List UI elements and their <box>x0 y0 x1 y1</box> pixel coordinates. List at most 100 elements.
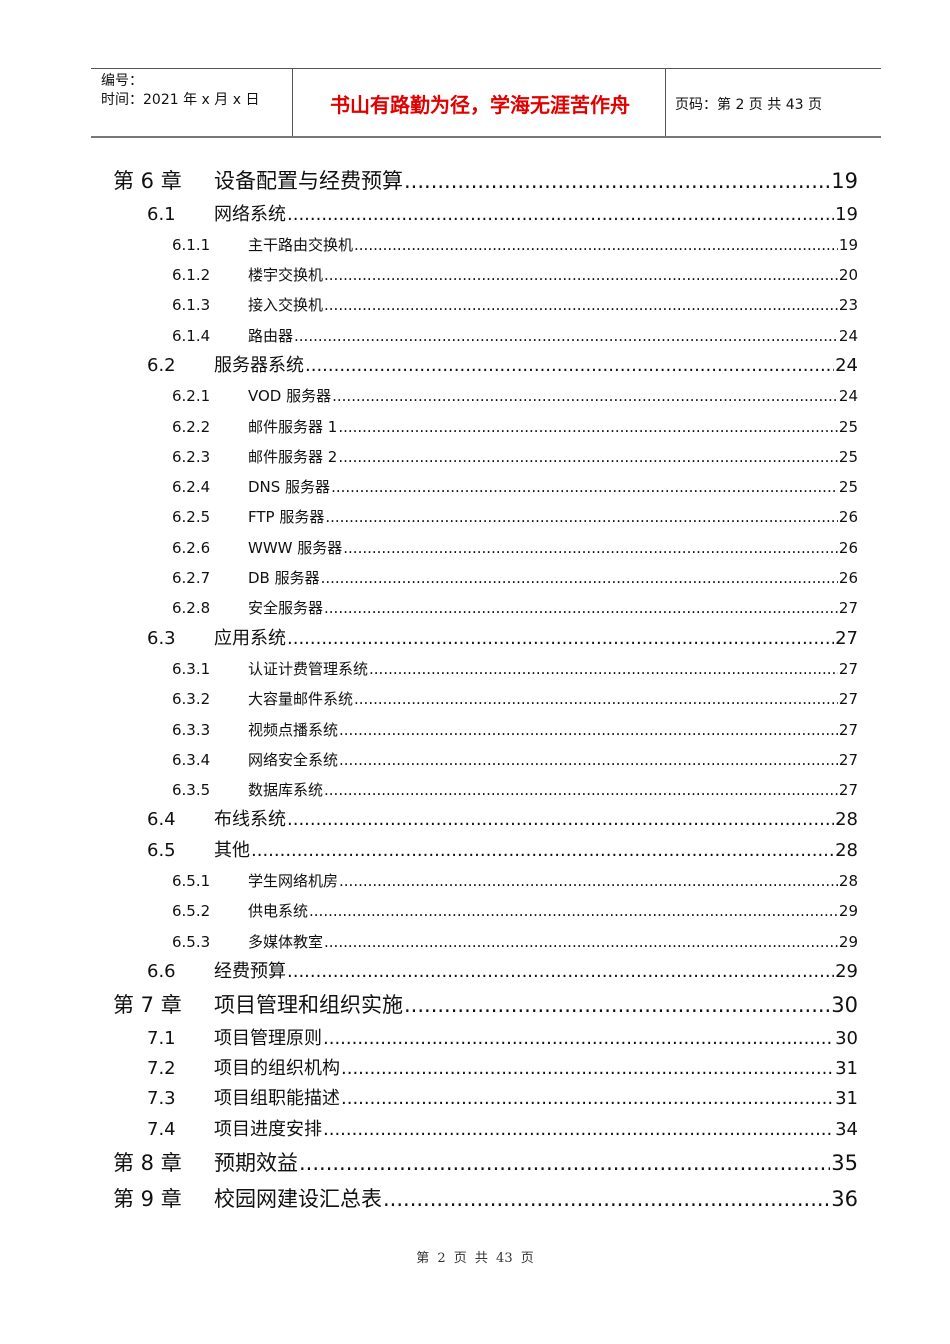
toc-entry[interactable]: 6.3.1 认证计费管理系统 27 <box>0 654 950 684</box>
toc-leader-dots <box>369 654 838 684</box>
toc-entry[interactable]: 6.1.3 接入交换机 23 <box>0 290 950 320</box>
toc-entry[interactable]: 第 8 章 预期效益 35 <box>0 1145 950 1182</box>
toc-entry[interactable]: 7.1 项目管理原则 30 <box>0 1024 950 1054</box>
toc-leader-dots <box>309 896 838 926</box>
toc-number: 6.1.2 <box>172 266 211 285</box>
toc-number: 6.3 <box>147 627 176 649</box>
toc-page-number: 27 <box>838 781 858 800</box>
toc-page-number: 26 <box>838 569 858 588</box>
toc-number: 第 7 章 <box>113 993 182 1018</box>
toc-number: 6.2.7 <box>172 569 211 588</box>
toc-title: 主干路由交换机 <box>248 235 354 254</box>
toc-leader-dots <box>404 987 830 1024</box>
toc-title: FTP 服务器 <box>248 508 325 527</box>
toc-number: 6.5 <box>147 839 176 861</box>
toc-leader-dots <box>339 715 838 745</box>
toc-title: 项目的组织机构 <box>214 1058 340 1080</box>
toc-entry[interactable]: 6.6 经费预算 29 <box>0 957 950 987</box>
toc-entry[interactable]: 6.5.2 供电系统 29 <box>0 896 950 926</box>
toc-leader-dots <box>331 472 838 502</box>
toc-entry[interactable]: 6.2.5 FTP 服务器 26 <box>0 502 950 532</box>
toc-number: 6.2.8 <box>172 599 211 618</box>
header-divider <box>292 69 293 136</box>
toc-leader-dots <box>383 1181 830 1218</box>
toc-entry[interactable]: 6.2.4 DNS 服务器 25 <box>0 472 950 502</box>
toc-title: 接入交换机 <box>248 296 324 315</box>
page-header: 编号： 时间：2021 年 x 月 x 日 书山有路勤为径，学海无涯苦作舟 页码… <box>91 68 881 138</box>
toc-leader-dots <box>354 684 838 714</box>
toc-entry[interactable]: 6.1 网络系统 19 <box>0 200 950 230</box>
toc-title: 网络安全系统 <box>248 750 339 769</box>
number-label: 编号： <box>101 73 143 89</box>
toc-title: 其他 <box>214 839 250 861</box>
toc-leader-dots <box>324 927 838 957</box>
toc-entry[interactable]: 7.2 项目的组织机构 31 <box>0 1054 950 1084</box>
toc-number: 6.2.1 <box>172 387 211 406</box>
toc-entry[interactable]: 7.4 项目进度安排 34 <box>0 1115 950 1145</box>
toc-entry[interactable]: 6.2.7 DB 服务器 26 <box>0 563 950 593</box>
toc-entry[interactable]: 6.1.2 楼宇交换机 20 <box>0 260 950 290</box>
toc-title: 安全服务器 <box>248 599 324 618</box>
toc-page-number: 27 <box>838 659 858 678</box>
toc-entry[interactable]: 第 9 章 校园网建设汇总表 36 <box>0 1181 950 1218</box>
toc-page-number: 28 <box>835 809 858 831</box>
toc-entry[interactable]: 6.2.3 邮件服务器 2 25 <box>0 442 950 472</box>
toc-page-number: 28 <box>835 839 858 861</box>
toc-title: DB 服务器 <box>248 569 320 588</box>
toc-number: 6.2.2 <box>172 417 211 436</box>
toc-title: 邮件服务器 1 <box>248 417 338 436</box>
toc-leader-dots <box>323 1115 834 1145</box>
toc-title: 校园网建设汇总表 <box>214 1187 382 1212</box>
toc-page-number: 34 <box>835 1118 858 1140</box>
toc-title: 大容量邮件系统 <box>248 690 354 709</box>
toc-entry[interactable]: 6.1.1 主干路由交换机 19 <box>0 230 950 260</box>
toc-number: 6.5.1 <box>172 872 211 891</box>
toc-leader-dots <box>287 805 834 835</box>
toc-number: 6.1.1 <box>172 235 211 254</box>
toc-page-number: 31 <box>835 1058 858 1080</box>
toc-title: 学生网络机房 <box>248 872 339 891</box>
toc-entry[interactable]: 6.5.3 多媒体教室 29 <box>0 927 950 957</box>
toc-entry[interactable]: 6.3.4 网络安全系统 27 <box>0 745 950 775</box>
toc-entry[interactable]: 6.3.2 大容量邮件系统 27 <box>0 684 950 714</box>
toc-number: 6.3.2 <box>172 690 211 709</box>
toc-entry[interactable]: 6.3 应用系统 27 <box>0 624 950 654</box>
toc-leader-dots <box>341 1084 834 1114</box>
toc-entry[interactable]: 7.3 项目组职能描述 31 <box>0 1084 950 1114</box>
toc-entry[interactable]: 6.2.2 邮件服务器 1 25 <box>0 412 950 442</box>
toc-leader-dots <box>324 290 838 320</box>
toc-page-number: 25 <box>838 447 858 466</box>
toc-entry[interactable]: 6.5 其他 28 <box>0 836 950 866</box>
toc-title: 布线系统 <box>214 809 286 831</box>
toc-number: 6.1.3 <box>172 296 211 315</box>
toc-entry[interactable]: 6.3.3 视频点播系统 27 <box>0 715 950 745</box>
toc-title: VOD 服务器 <box>248 387 332 406</box>
toc-page-number: 30 <box>835 1027 858 1049</box>
toc-number: 7.4 <box>147 1118 176 1140</box>
toc-entry[interactable]: 6.3.5 数据库系统 27 <box>0 775 950 805</box>
toc-entry[interactable]: 6.1.4 路由器 24 <box>0 321 950 351</box>
toc-page-number: 20 <box>838 266 858 285</box>
toc-title: 楼宇交换机 <box>248 266 324 285</box>
toc-page-number: 27 <box>838 599 858 618</box>
toc-page-number: 19 <box>835 203 858 225</box>
toc-entry[interactable]: 6.2.6 WWW 服务器 26 <box>0 533 950 563</box>
toc-title: 预期效益 <box>214 1150 298 1175</box>
toc-page-number: 23 <box>838 296 858 315</box>
toc-entry[interactable]: 6.4 布线系统 28 <box>0 805 950 835</box>
toc-entry[interactable]: 第 6 章 设备配置与经费预算 19 <box>0 163 950 200</box>
toc-entry[interactable]: 6.5.1 学生网络机房 28 <box>0 866 950 896</box>
toc-number: 6.1 <box>147 203 176 225</box>
toc-entry[interactable]: 第 7 章 项目管理和组织实施 30 <box>0 987 950 1024</box>
toc-page-number: 27 <box>838 690 858 709</box>
toc-entry[interactable]: 6.2.8 安全服务器 27 <box>0 593 950 623</box>
header-meta: 编号： 时间：2021 年 x 月 x 日 <box>101 72 259 110</box>
toc-title: 服务器系统 <box>214 354 304 376</box>
toc-page-number: 35 <box>831 1150 858 1175</box>
toc-leader-dots <box>287 957 834 987</box>
toc-entry[interactable]: 6.2 服务器系统 24 <box>0 351 950 381</box>
toc-leader-dots <box>294 321 838 351</box>
toc-entry[interactable]: 6.2.1 VOD 服务器 24 <box>0 381 950 411</box>
toc-page-number: 29 <box>838 932 858 951</box>
